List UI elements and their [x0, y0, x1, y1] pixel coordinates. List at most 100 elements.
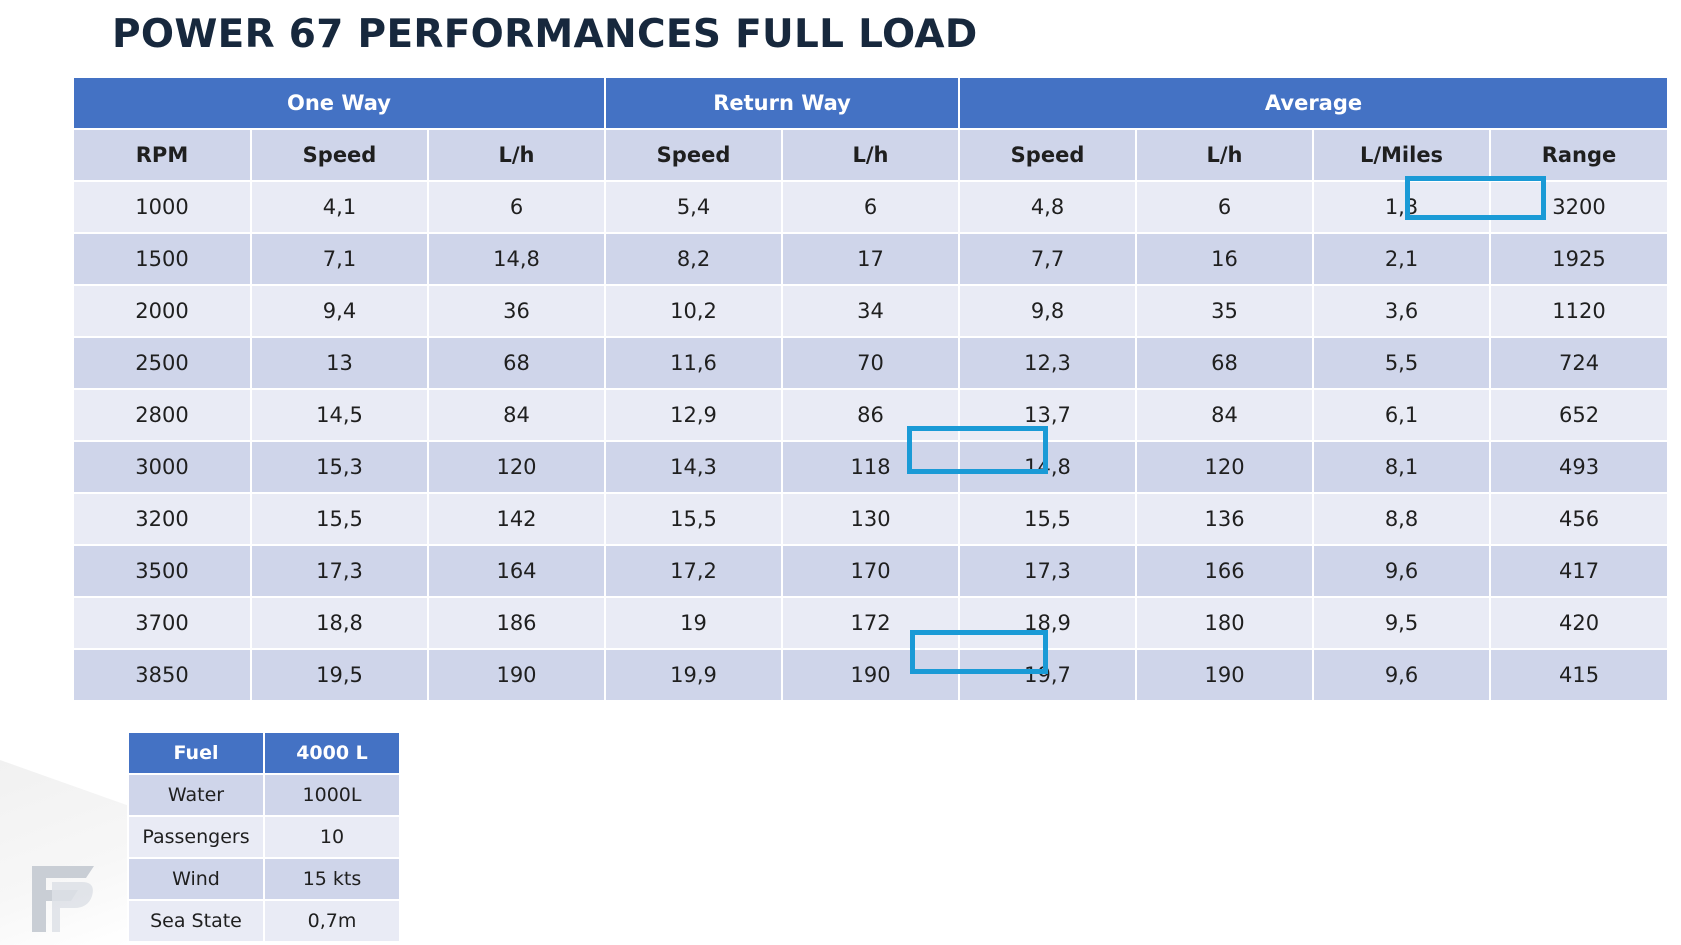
column-header-rpm: RPM: [72, 128, 252, 182]
cell-return-way-speed: 11,6: [604, 336, 784, 390]
column-header-range: Range: [1489, 128, 1670, 182]
performance-table: One Way Return Way Average RPM Speed L/h…: [71, 76, 1670, 702]
conditions-label: Passengers: [127, 815, 265, 859]
conditions-row: Water 1000L: [127, 773, 401, 817]
column-header-l-miles: L/Miles: [1312, 128, 1492, 182]
cell-average-lh: 84: [1135, 388, 1315, 442]
column-header-row: RPM Speed L/h Speed L/h Speed L/h L/Mile…: [72, 128, 1670, 182]
column-header-one-way-speed: Speed: [250, 128, 429, 182]
cell-rpm: 2000: [72, 284, 252, 338]
cell-average-lh: 35: [1135, 284, 1315, 338]
cell-return-way-speed: 17,2: [604, 544, 784, 598]
cell-return-way-speed: 5,4: [604, 180, 784, 234]
column-header-one-way-lh: L/h: [426, 128, 607, 182]
cell-return-way-speed: 14,3: [604, 440, 784, 494]
cell-l-miles: 3,6: [1312, 284, 1492, 338]
cell-l-miles: 9,5: [1312, 596, 1492, 650]
conditions-row: Sea State 0,7m: [127, 899, 401, 943]
group-header-row: One Way Return Way Average: [71, 76, 1670, 130]
cell-return-way-speed: 12,9: [604, 388, 784, 442]
brand-logo-icon: [32, 866, 94, 932]
conditions-value: 10: [263, 815, 401, 859]
cell-average-lh: 136: [1135, 492, 1315, 546]
cell-average-lh: 68: [1135, 336, 1315, 390]
conditions-table: Fuel 4000 L Water 1000L Passengers 10 Wind 15…: [127, 731, 401, 943]
cell-average-lh: 16: [1135, 232, 1315, 286]
cell-range: 415: [1489, 648, 1670, 702]
cell-one-way-speed: 13: [250, 336, 429, 390]
cell-one-way-lh: 190: [426, 648, 607, 702]
cell-one-way-speed: 14,5: [250, 388, 429, 442]
cell-return-way-speed: 19: [604, 596, 784, 650]
cell-return-way-lh: 130: [781, 492, 961, 546]
highlight-box-avg-speed-19-7: [910, 630, 1048, 674]
cell-one-way-lh: 36: [426, 284, 607, 338]
conditions-value: 1000L: [263, 773, 401, 817]
conditions-header-label: Fuel: [127, 731, 265, 775]
group-header-return-way: Return Way: [604, 76, 961, 130]
conditions-table-body: Water 1000L Passengers 10 Wind 15 kts Sea Stat…: [127, 773, 401, 943]
cell-return-way-lh: 6: [781, 180, 961, 234]
cell-return-way-lh: 86: [781, 388, 961, 442]
highlight-box-range-3200: [1405, 176, 1546, 220]
cell-one-way-lh: 14,8: [426, 232, 607, 286]
cell-rpm: 3200: [72, 492, 252, 546]
conditions-row: Passengers 10: [127, 815, 401, 859]
cell-l-miles: 1,3: [1312, 180, 1492, 234]
cell-rpm: 1000: [72, 180, 252, 234]
conditions-value: 0,7m: [263, 899, 401, 943]
column-header-average-lh: L/h: [1135, 128, 1315, 182]
conditions-label: Water: [127, 773, 265, 817]
cell-rpm: 2800: [72, 388, 252, 442]
cell-range: 1925: [1489, 232, 1670, 286]
table-row: 3500 17,3 164 17,2 170 17,3 166 9,6 417: [72, 544, 1670, 598]
cell-average-lh: 190: [1135, 648, 1315, 702]
cell-return-way-lh: 118: [781, 440, 961, 494]
cell-range: 3200: [1489, 180, 1670, 234]
cell-rpm: 1500: [72, 232, 252, 286]
cell-one-way-speed: 4,1: [250, 180, 429, 234]
cell-average-lh: 120: [1135, 440, 1315, 494]
cell-one-way-lh: 142: [426, 492, 607, 546]
cell-range: 456: [1489, 492, 1670, 546]
conditions-header-row: Fuel 4000 L: [127, 731, 401, 775]
cell-l-miles: 8,1: [1312, 440, 1492, 494]
cell-return-way-lh: 17: [781, 232, 961, 286]
cell-average-lh: 166: [1135, 544, 1315, 598]
cell-one-way-lh: 84: [426, 388, 607, 442]
cell-one-way-speed: 18,8: [250, 596, 429, 650]
column-header-return-way-speed: Speed: [604, 128, 784, 182]
cell-average-lh: 6: [1135, 180, 1315, 234]
cell-return-way-lh: 172: [781, 596, 961, 650]
column-header-return-way-lh: L/h: [781, 128, 961, 182]
cell-one-way-lh: 120: [426, 440, 607, 494]
cell-rpm: 2500: [72, 336, 252, 390]
group-header-average: Average: [958, 76, 1670, 130]
cell-one-way-speed: 15,3: [250, 440, 429, 494]
table-row: 2500 13 68 11,6 70 12,3 68 5,5 724: [72, 336, 1670, 390]
table-row: 3850 19,5 190 19,9 190 19,7 190 9,6 415: [72, 648, 1670, 702]
cell-range: 724: [1489, 336, 1670, 390]
cell-l-miles: 2,1: [1312, 232, 1492, 286]
cell-return-way-lh: 170: [781, 544, 961, 598]
table-row: 2800 14,5 84 12,9 86 13,7 84 6,1 652: [72, 388, 1670, 442]
table-row: 3000 15,3 120 14,3 118 14,8 120 8,1 493: [72, 440, 1670, 494]
cell-average-speed: 17,3: [958, 544, 1138, 598]
cell-return-way-lh: 34: [781, 284, 961, 338]
conditions-row: Wind 15 kts: [127, 857, 401, 901]
cell-one-way-speed: 9,4: [250, 284, 429, 338]
cell-average-speed: 15,5: [958, 492, 1138, 546]
cell-range: 493: [1489, 440, 1670, 494]
cell-return-way-speed: 10,2: [604, 284, 784, 338]
cell-l-miles: 8,8: [1312, 492, 1492, 546]
cell-average-speed: 9,8: [958, 284, 1138, 338]
cell-one-way-lh: 186: [426, 596, 607, 650]
cell-return-way-speed: 8,2: [604, 232, 784, 286]
conditions-value: 15 kts: [263, 857, 401, 901]
table-row: 1000 4,1 6 5,4 6 4,8 6 1,3 3200: [72, 180, 1670, 234]
cell-l-miles: 5,5: [1312, 336, 1492, 390]
page-title: POWER 67 PERFORMANCES FULL LOAD: [112, 12, 978, 57]
cell-return-way-lh: 70: [781, 336, 961, 390]
cell-one-way-speed: 15,5: [250, 492, 429, 546]
cell-rpm: 3850: [72, 648, 252, 702]
